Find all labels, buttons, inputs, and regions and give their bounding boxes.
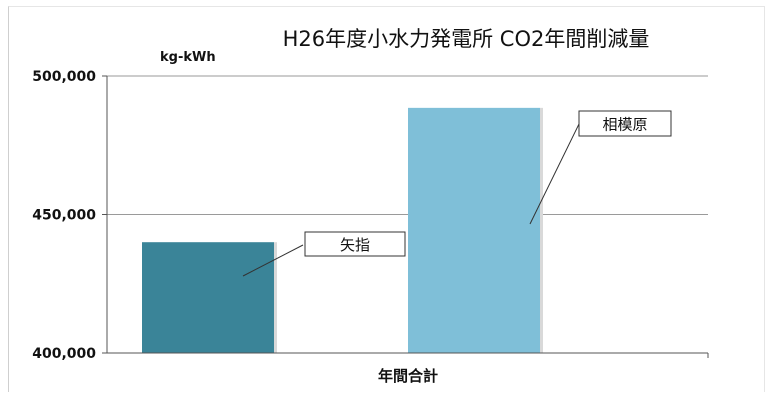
y-tick-label: 450,000	[32, 208, 96, 224]
callout-box	[304, 231, 406, 257]
bar-shadow	[274, 242, 277, 353]
y-axis-ticks: 400,000 450,000 500,000	[32, 69, 96, 362]
bar-yazashi	[142, 242, 274, 353]
y-tick-label: 500,000	[32, 69, 96, 85]
bar-sagamihara	[408, 107, 540, 353]
chart-frame	[8, 6, 765, 392]
series-label: 相模原	[602, 116, 647, 134]
chart-title: H26年度小水力発電所 CO2年間削減量	[283, 27, 650, 51]
callout-box	[578, 110, 672, 137]
callout-leader-line	[529, 123, 580, 225]
axes	[102, 75, 709, 358]
callout-leader-line	[242, 244, 304, 277]
bars	[142, 107, 543, 353]
bar-shadow	[540, 107, 543, 353]
series-label: 矢指	[340, 236, 370, 254]
x-category-label: 年間合計	[378, 367, 438, 385]
callouts: 矢指 相模原	[242, 110, 672, 277]
y-axis-unit-label: kg-kWh	[160, 50, 216, 65]
y-tick-label: 400,000	[32, 346, 96, 362]
